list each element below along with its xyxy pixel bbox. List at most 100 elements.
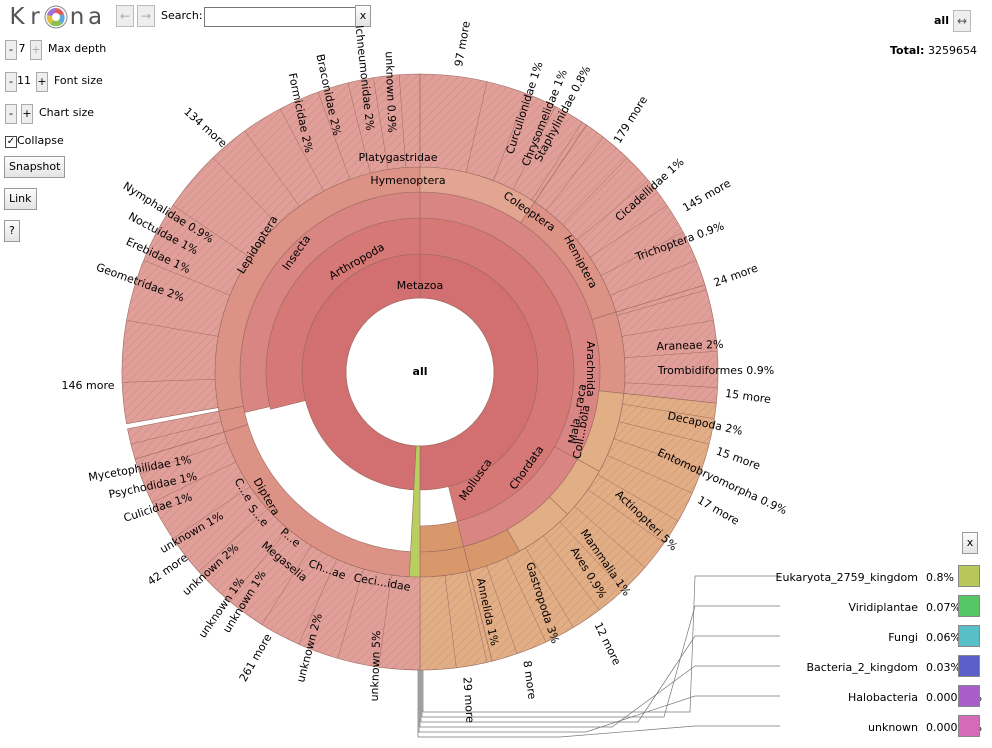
logo-letter-n: n [69,4,85,30]
font-size-value: 11 [17,74,31,87]
ring-leaves-lepidoptera-hatch [121,74,420,424]
link-button[interactable]: Link [4,188,37,210]
max-depth-decrease-button[interactable]: - [5,40,17,60]
total-readout: Total: 3259654 [890,44,977,57]
collapse-checkbox[interactable]: ✓ [5,136,17,148]
forward-button[interactable]: → [137,5,155,27]
legend-swatch[interactable] [958,565,980,587]
legend-item-label[interactable]: Eukaryota_2759_kingdom [775,571,918,584]
leaf-divider [613,438,702,470]
logo-letter-r: r [30,4,40,30]
legend-connector [419,665,780,728]
leaf-label-13: Araneae 2% [656,338,723,353]
legend-close-button[interactable]: x [962,532,978,554]
leaf-divider [576,180,649,241]
leaf-divider [122,378,216,383]
ring-leaves-hemiptera-hatch [616,284,718,404]
leaf-divider [337,568,364,659]
leaf-divider [126,320,219,337]
leaf-divider [622,403,715,419]
leaf-divider [616,289,707,316]
leaf-divider [486,565,518,654]
leaf-divider [525,547,574,628]
ring-leaves-coleoptera-hatch [534,124,705,313]
legend-connector [420,635,780,723]
total-label: Total: [890,44,925,57]
legend-item-percent: 0.06% [926,631,961,644]
leaf-divider [152,461,236,503]
leaf-divider [621,320,714,337]
leaf-label-28: unknown 5% [368,630,383,701]
leaf-divider [506,557,547,643]
leaf-divider [444,575,457,668]
chart-size-decrease-button[interactable]: - [5,104,17,124]
leaf-label-15: 15 more [724,387,772,406]
font-size-increase-button[interactable]: + [36,72,48,92]
leaf-label-30: 261 more [237,631,275,684]
search-label: Search: [161,9,203,22]
logo-letter-a: a [87,4,103,30]
clear-search-button[interactable]: x [355,5,371,27]
legend-swatch[interactable] [958,655,980,677]
expand-button[interactable]: ↔ [953,10,971,32]
leaf-divider [130,421,222,445]
legend-item-label[interactable]: Halobacteria [848,691,918,704]
search-input[interactable] [204,7,358,27]
legend-connector [417,670,780,738]
leaf-label-34: 42 more [145,551,190,588]
total-value: 3259654 [927,44,977,57]
help-button[interactable]: ? [4,220,20,242]
leaf-label-4: 97 more [452,20,473,68]
legend-item-percent: 0.07% [926,601,961,614]
leaf-divider [493,93,528,181]
label-arachnida: Arachnida [584,341,597,397]
legend-connector [421,605,780,718]
leaf-divider [543,535,600,611]
back-button[interactable]: ← [116,5,134,27]
leaf-divider [347,82,371,174]
leaf-label-44: 134 more [181,105,229,150]
legend-swatch[interactable] [958,685,980,707]
leaf-divider [597,474,679,522]
legend-item-label[interactable]: Bacteria_2_kingdom [806,661,918,674]
leaf-label-25: 8 more [520,660,538,701]
leaf-label-14: Trombidiformes 0.9% [657,364,775,377]
legend-item-label[interactable]: Fungi [888,631,918,644]
ring-leaves-diptera-2-hatch [127,411,224,460]
leaf-divider [531,121,583,201]
leaf-label-27: 29 more [460,677,476,724]
leaf-divider [373,77,389,170]
leaf-label-8: 179 more [611,94,650,146]
leaf-divider [261,545,312,625]
leaf-label-3: unknown 0.9% [383,51,399,133]
leaf-divider [465,571,488,663]
chart-size-increase-button[interactable]: + [21,104,33,124]
legend-item-label[interactable]: Viridiplantae [848,601,918,614]
leaf-divider [624,382,718,388]
font-size-decrease-button[interactable]: - [5,72,17,92]
leaf-divider [244,130,300,207]
leaf-label-17: 15 more [714,445,762,473]
leaf-divider [378,574,392,668]
leaf-divider [465,81,488,173]
leaf-divider [172,486,251,539]
leaf-divider [212,157,278,225]
leaf-divider [139,441,228,475]
max-depth-increase-button[interactable]: + [30,40,42,60]
legend-swatch[interactable] [958,625,980,647]
legend-swatch[interactable] [958,715,980,737]
ring-leaves-diptera-hatch [135,431,420,670]
ring-chordata-inner[interactable] [419,521,464,553]
leaf-divider [398,74,406,168]
legend-item-percent: 0.03% [926,661,961,674]
label-hymenoptera: Hymenoptera [370,174,445,187]
current-node-label: all [934,14,949,27]
logo-pie-icon [44,5,68,29]
snapshot-button[interactable]: Snapshot [4,156,66,178]
leaf-divider [574,506,646,568]
legend-swatch[interactable] [958,595,980,617]
leaf-divider [589,205,668,258]
legend-item-label[interactable]: unknown [868,721,918,734]
krona-logo: K r n a [8,2,104,32]
